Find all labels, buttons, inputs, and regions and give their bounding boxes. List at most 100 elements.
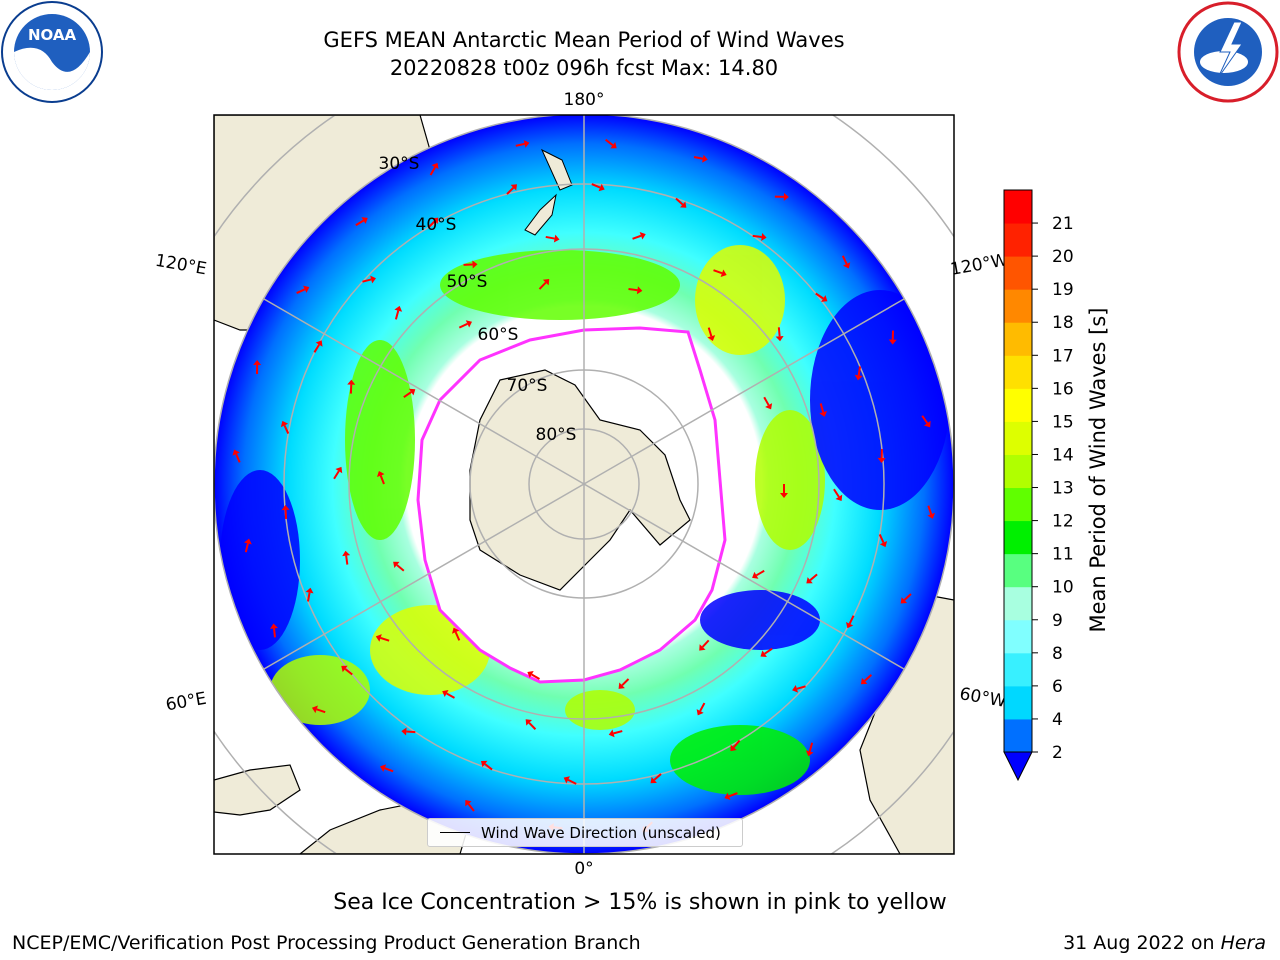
wave-direction-arrowhead bbox=[877, 457, 886, 464]
wave-direction-arrowhead bbox=[760, 650, 767, 658]
wave-direction-arrow bbox=[927, 505, 933, 515]
colorbar-tick-label: 4 bbox=[1052, 710, 1063, 730]
colorbar-tick-label: 13 bbox=[1052, 479, 1074, 499]
wave-direction-arrow bbox=[693, 156, 704, 160]
wave-direction-arrowhead bbox=[720, 269, 727, 277]
wave-direction-arrowhead bbox=[342, 550, 351, 557]
wave-direction-arrow bbox=[878, 533, 885, 544]
colorbar-segment bbox=[1004, 289, 1032, 323]
colorbar-segment bbox=[1004, 520, 1032, 555]
noaa-logo-icon: NOAA bbox=[1, 1, 103, 103]
wave-direction-arrowhead bbox=[523, 139, 530, 148]
wave-direction-arrowhead bbox=[451, 627, 460, 634]
colorbar-tick-label: 11 bbox=[1052, 545, 1074, 565]
date-stamp: 31 Aug 2022 on Hera bbox=[1063, 932, 1266, 954]
wave-direction-arrowhead bbox=[542, 278, 550, 286]
wave-direction-arrow bbox=[613, 730, 623, 735]
wave-direction-arrowhead bbox=[510, 184, 517, 191]
wave-direction-arrow bbox=[273, 628, 276, 638]
wave-patch bbox=[565, 690, 635, 730]
sea-ice-caption: Sea Ice Concentration > 15% is shown in … bbox=[333, 890, 947, 915]
wave-direction-arrowhead bbox=[375, 634, 382, 642]
wave-patch bbox=[220, 470, 300, 650]
colorbar-tick-label: 16 bbox=[1052, 379, 1074, 399]
wave-direction-arrow bbox=[921, 415, 929, 424]
wave-direction-arrowhead bbox=[860, 677, 868, 685]
wave-direction-arrow bbox=[394, 310, 400, 320]
colorbar-tick-label: 19 bbox=[1052, 280, 1074, 300]
wave-direction-arrow bbox=[653, 773, 662, 781]
wave-direction-arrow bbox=[628, 288, 638, 292]
wave-direction-arrow bbox=[752, 234, 762, 238]
wave-patch bbox=[670, 725, 810, 795]
colorbar-tick-label: 10 bbox=[1052, 578, 1074, 598]
wave-direction-arrow bbox=[380, 636, 390, 642]
wave-direction-arrowhead bbox=[707, 335, 716, 342]
wave-direction-arrowhead bbox=[361, 217, 368, 224]
chart-title: GEFS MEAN Antarctic Mean Period of Wind … bbox=[323, 28, 845, 52]
wave-direction-arrow bbox=[403, 391, 412, 399]
wave-direction-arrowhead bbox=[527, 671, 534, 678]
wave-direction-arrow bbox=[296, 288, 306, 294]
colorbar-segment bbox=[1004, 355, 1032, 389]
lat-label-50s: 50°S bbox=[447, 272, 488, 292]
wave-direction-arrowhead bbox=[819, 410, 828, 417]
lon-label-60w: 60°W bbox=[958, 684, 1008, 712]
wave-direction-arrowhead bbox=[806, 577, 813, 584]
wave-direction-arrow bbox=[728, 792, 738, 798]
wave-direction-arrow bbox=[701, 639, 710, 648]
wave-direction-arrow bbox=[355, 219, 365, 227]
wave-direction-arrow bbox=[283, 425, 290, 435]
wave-direction-arrowhead bbox=[724, 792, 731, 801]
colorbar-segment bbox=[1004, 190, 1032, 224]
wave-direction-arrowhead bbox=[377, 470, 385, 478]
wave-direction-arrow bbox=[857, 366, 862, 376]
wave-direction-arrowhead bbox=[821, 295, 828, 302]
colorbar-tick-label: 12 bbox=[1052, 512, 1074, 532]
wave-direction-arrow bbox=[796, 685, 806, 690]
wave-direction-arrowhead bbox=[696, 709, 704, 716]
wave-direction-arrowhead bbox=[702, 154, 708, 163]
wave-direction-arrowhead bbox=[253, 359, 262, 366]
colorbar-segment bbox=[1004, 256, 1032, 290]
wave-direction-arrow bbox=[863, 674, 873, 682]
wave-direction-arrowhead bbox=[553, 234, 560, 243]
wave-direction-arrow bbox=[833, 488, 840, 498]
wave-patch bbox=[695, 245, 785, 355]
wave-direction-arrowhead bbox=[752, 571, 759, 579]
wave-direction-arrow bbox=[333, 470, 340, 480]
wave-direction-arrowhead bbox=[854, 374, 863, 381]
wave-direction-arrow bbox=[506, 187, 515, 195]
wave-direction-arrow bbox=[454, 631, 461, 641]
lat-label-70s: 70°S bbox=[507, 376, 548, 396]
colorbar-segment bbox=[1004, 454, 1032, 489]
colorbar-segment bbox=[1004, 586, 1032, 621]
lat-label-80s: 80°S bbox=[536, 425, 577, 445]
wave-direction-arrowhead bbox=[480, 760, 488, 768]
wave-direction-arrowhead bbox=[408, 388, 416, 396]
lon-label-120w: 120°W bbox=[949, 250, 1010, 280]
wave-direction-arrow bbox=[379, 475, 385, 485]
colorbar-tick-label: 20 bbox=[1052, 247, 1074, 267]
colorbar-tick-label: 17 bbox=[1052, 346, 1074, 366]
wave-direction-arrowhead bbox=[525, 719, 532, 726]
wave-patch bbox=[755, 410, 825, 550]
chart-subtitle: 20220828 t00z 096h fcst Max: 14.80 bbox=[389, 56, 779, 80]
wave-direction-arrow bbox=[764, 647, 773, 655]
wave-direction-arrow bbox=[621, 678, 630, 687]
wave-direction-arrowhead bbox=[442, 690, 449, 698]
colorbar-segment bbox=[1004, 322, 1032, 356]
wave-direction-arrowhead bbox=[680, 201, 687, 208]
wave-direction-arrowhead bbox=[730, 744, 737, 752]
wave-direction-arrow bbox=[313, 344, 320, 353]
wave-direction-arrow bbox=[484, 763, 493, 771]
wave-direction-arrow bbox=[848, 615, 855, 625]
wave-direction-arrowhead bbox=[370, 275, 377, 284]
wave-direction-arrow bbox=[815, 292, 824, 300]
wave-direction-arrow bbox=[903, 593, 912, 601]
colorbar-outline bbox=[1003, 189, 1033, 753]
colorbar-tick-label: 18 bbox=[1052, 313, 1074, 333]
wave-direction-arrowhead bbox=[232, 449, 240, 456]
colorbar-segment bbox=[1004, 652, 1032, 687]
wave-direction-arrow bbox=[467, 803, 475, 812]
